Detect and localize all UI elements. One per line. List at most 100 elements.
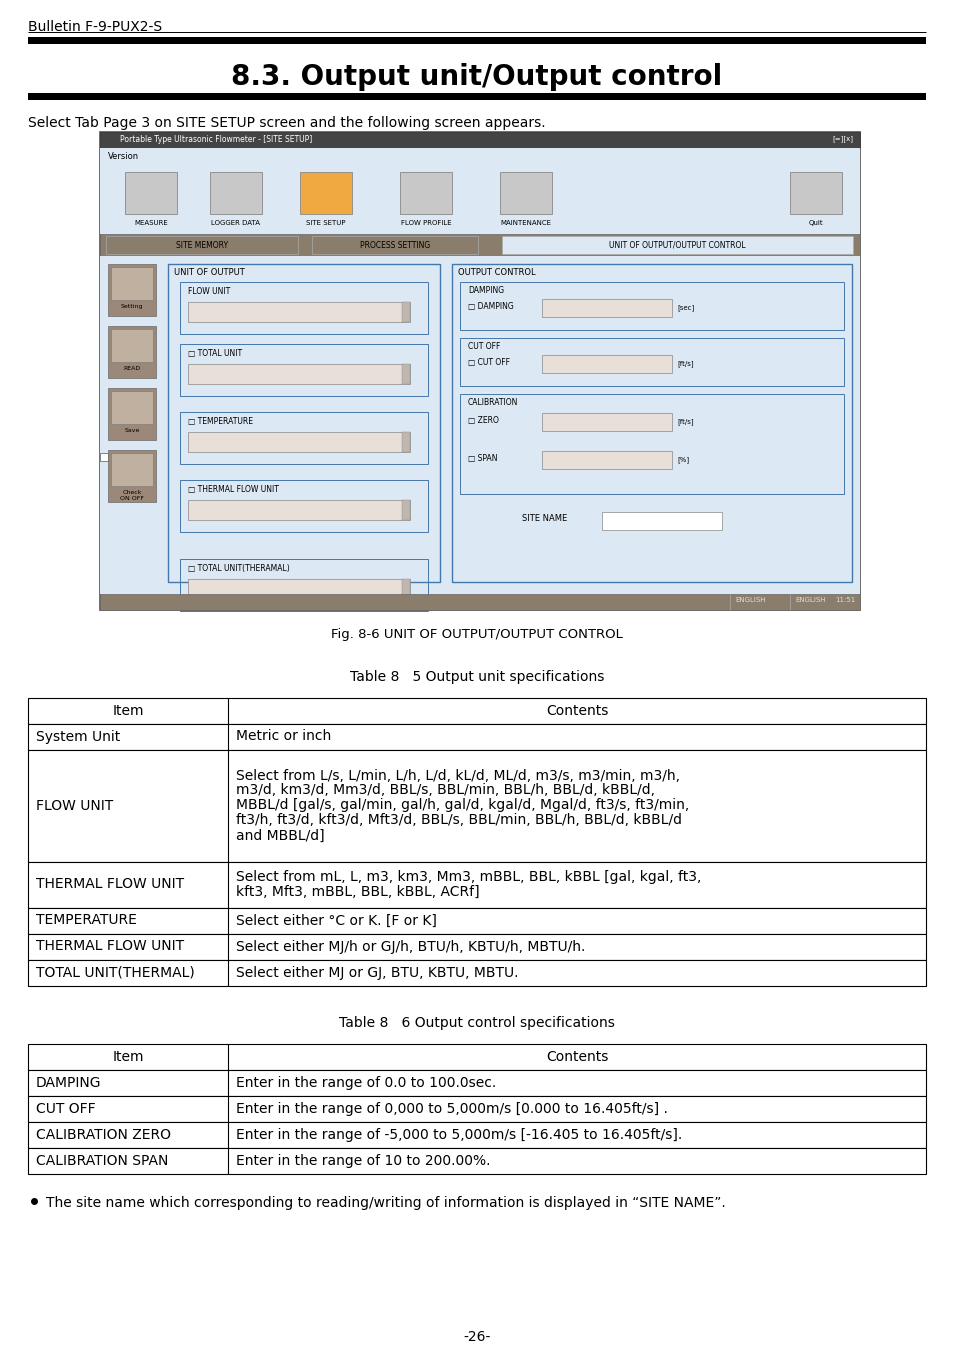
Bar xyxy=(28,750,925,862)
Text: SITE MEMORY: SITE MEMORY xyxy=(175,240,228,250)
Text: Enter in the range of 0.0 to 100.0sec.: Enter in the range of 0.0 to 100.0sec. xyxy=(235,1075,496,1090)
Text: Setting: Setting xyxy=(121,304,143,309)
Text: □ TOTAL UNIT: □ TOTAL UNIT xyxy=(188,349,242,358)
Text: Portable Type Ultrasonic Flowmeter - [SITE SETUP]: Portable Type Ultrasonic Flowmeter - [SI… xyxy=(120,135,312,145)
Bar xyxy=(541,355,671,373)
Text: CALIBRATION SPAN: CALIBRATION SPAN xyxy=(36,1154,168,1169)
Bar xyxy=(100,132,859,611)
Bar xyxy=(168,263,439,582)
Bar xyxy=(180,480,428,532)
Bar xyxy=(210,172,262,213)
Text: READ: READ xyxy=(123,366,140,372)
Text: Select from L/s, L/min, L/h, L/d, kL/d, ML/d, m3/s, m3/min, m3/h,: Select from L/s, L/min, L/h, L/d, kL/d, … xyxy=(235,769,679,782)
Bar xyxy=(312,236,477,254)
Text: □ THERMAL FLOW UNIT: □ THERMAL FLOW UNIT xyxy=(188,485,278,494)
Text: Quit: Quit xyxy=(808,220,822,226)
Text: DAMPING: DAMPING xyxy=(468,286,503,295)
Bar xyxy=(399,172,452,213)
Text: Fig. 8-6 UNIT OF OUTPUT/OUTPUT CONTROL: Fig. 8-6 UNIT OF OUTPUT/OUTPUT CONTROL xyxy=(331,628,622,640)
Bar xyxy=(180,559,428,611)
Text: □ DAMPING: □ DAMPING xyxy=(468,303,514,311)
Text: Enter in the range of 10 to 200.00%.: Enter in the range of 10 to 200.00%. xyxy=(235,1154,490,1169)
Bar xyxy=(100,149,859,166)
Text: ft3/h, ft3/d, kft3/d, Mft3/d, BBL/s, BBL/min, BBL/h, BBL/d, kBBL/d: ft3/h, ft3/d, kft3/d, Mft3/d, BBL/s, BBL… xyxy=(235,813,681,828)
Bar xyxy=(789,172,841,213)
Text: Check
ON OFF: Check ON OFF xyxy=(120,490,144,501)
Bar xyxy=(111,330,152,362)
Bar xyxy=(100,166,859,234)
Text: Select either MJ or GJ, BTU, KBTU, MBTU.: Select either MJ or GJ, BTU, KBTU, MBTU. xyxy=(235,966,518,979)
Bar xyxy=(108,263,156,316)
Text: CALIBRATION: CALIBRATION xyxy=(468,399,517,407)
Bar xyxy=(459,282,843,330)
Bar xyxy=(111,453,152,486)
Bar xyxy=(541,299,671,317)
Bar xyxy=(180,345,428,396)
Bar xyxy=(28,862,925,908)
Text: ENGLISH: ENGLISH xyxy=(734,597,764,603)
Bar xyxy=(28,1148,925,1174)
Text: Select either °C or K. [F or K]: Select either °C or K. [F or K] xyxy=(235,913,436,928)
Text: Version: Version xyxy=(108,153,139,161)
Text: Select from mL, L, m3, km3, Mm3, mBBL, BBL, kBBL [gal, kgal, ft3,: Select from mL, L, m3, km3, Mm3, mBBL, B… xyxy=(235,870,700,884)
Text: Metric or inch: Metric or inch xyxy=(235,730,331,743)
Bar xyxy=(28,1096,925,1121)
Text: Table 8   5 Output unit specifications: Table 8 5 Output unit specifications xyxy=(350,670,603,684)
Bar xyxy=(100,234,859,255)
Bar xyxy=(106,236,297,254)
Text: FLOW UNIT: FLOW UNIT xyxy=(36,798,113,812)
Bar xyxy=(108,388,156,440)
Text: Contents: Contents xyxy=(545,704,608,717)
Text: The site name which corresponding to reading/writing of information is displayed: The site name which corresponding to rea… xyxy=(46,1196,725,1210)
Bar xyxy=(28,961,925,986)
Bar xyxy=(28,698,925,724)
Text: MBBL/d [gal/s, gal/min, gal/h, gal/d, kgal/d, Mgal/d, ft3/s, ft3/min,: MBBL/d [gal/s, gal/min, gal/h, gal/d, kg… xyxy=(235,798,688,812)
Bar xyxy=(188,580,410,598)
Bar xyxy=(125,172,177,213)
Text: 8.3. Output unit/Output control: 8.3. Output unit/Output control xyxy=(232,63,721,91)
Text: TOTAL UNIT(THERMAL): TOTAL UNIT(THERMAL) xyxy=(36,966,194,979)
Text: Item: Item xyxy=(112,1050,144,1065)
Text: [ft/s]: [ft/s] xyxy=(677,359,693,366)
Text: Bulletin F-9-PUX2-S: Bulletin F-9-PUX2-S xyxy=(28,20,162,34)
Text: CUT OFF: CUT OFF xyxy=(468,342,500,351)
Bar xyxy=(459,338,843,386)
Bar xyxy=(452,263,851,582)
Bar xyxy=(28,1044,925,1070)
Text: THERMAL FLOW UNIT: THERMAL FLOW UNIT xyxy=(36,939,184,954)
Bar xyxy=(601,512,721,530)
Bar xyxy=(100,453,108,461)
Text: System Unit: System Unit xyxy=(36,730,120,743)
Bar xyxy=(401,432,410,453)
Bar xyxy=(401,363,410,384)
Bar xyxy=(108,450,156,503)
Text: [ft/s]: [ft/s] xyxy=(677,417,693,424)
Bar xyxy=(28,724,925,750)
Text: PROCESS SETTING: PROCESS SETTING xyxy=(359,240,430,250)
Text: □ CUT OFF: □ CUT OFF xyxy=(468,358,510,367)
Bar xyxy=(180,412,428,463)
Text: UNIT OF OUTPUT: UNIT OF OUTPUT xyxy=(173,267,245,277)
Text: □ ZERO: □ ZERO xyxy=(468,416,498,426)
Text: [%]: [%] xyxy=(677,457,688,463)
Text: 11:51: 11:51 xyxy=(834,597,854,603)
Text: -26-: -26- xyxy=(463,1329,490,1344)
Text: Enter in the range of -5,000 to 5,000m/s [-16.405 to 16.405ft/s].: Enter in the range of -5,000 to 5,000m/s… xyxy=(235,1128,681,1142)
Bar xyxy=(188,303,410,322)
Bar xyxy=(501,236,852,254)
Text: Contents: Contents xyxy=(545,1050,608,1065)
Bar xyxy=(111,390,152,424)
Text: □ TOTAL UNIT(THERAMAL): □ TOTAL UNIT(THERAMAL) xyxy=(188,563,290,573)
Text: CALIBRATION ZERO: CALIBRATION ZERO xyxy=(36,1128,171,1142)
Bar xyxy=(28,1070,925,1096)
Bar xyxy=(188,432,410,453)
Text: TEMPERATURE: TEMPERATURE xyxy=(36,913,136,928)
Bar xyxy=(299,172,352,213)
Text: ENGLISH: ENGLISH xyxy=(794,597,824,603)
Text: THERMAL FLOW UNIT: THERMAL FLOW UNIT xyxy=(36,878,184,892)
Text: FLOW PROFILE: FLOW PROFILE xyxy=(400,220,451,226)
Text: □ SPAN: □ SPAN xyxy=(468,454,497,463)
Bar xyxy=(401,580,410,598)
Bar xyxy=(541,451,671,469)
Bar xyxy=(100,594,859,611)
